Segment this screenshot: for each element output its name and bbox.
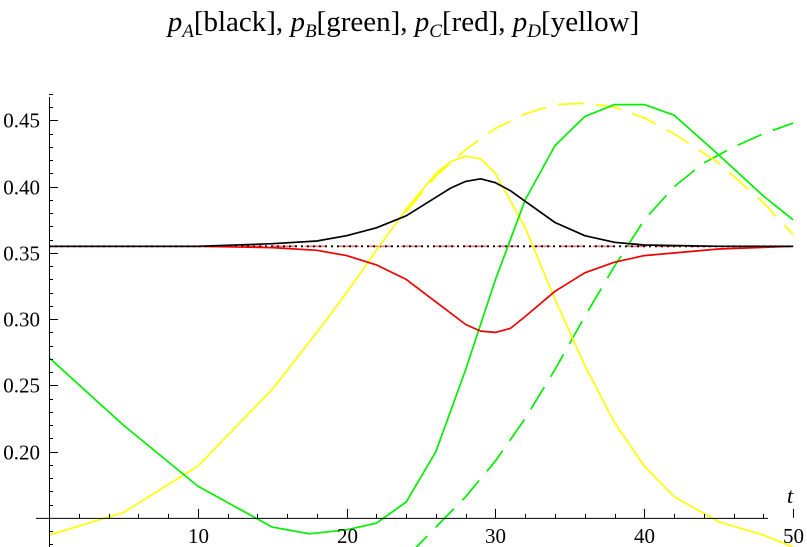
series-pB-dashed <box>415 122 794 547</box>
y-tick-label: 0.30 <box>3 308 40 332</box>
axes-layer: 0.20 0.25 0.30 0.35 0.40 0.45 10 20 30 40 50 t <box>3 94 804 547</box>
series-pB <box>48 103 794 535</box>
series-pC <box>49 245 794 334</box>
series-pA <box>49 177 794 248</box>
title-part-a: pA[black], <box>167 6 291 42</box>
title-part-b: pB[green], <box>290 6 415 42</box>
x-tick-label: 10 <box>188 524 209 547</box>
x-tick-label: 40 <box>634 524 655 547</box>
y-tick-label: 0.20 <box>3 441 40 465</box>
x-tick-label: 20 <box>337 524 358 547</box>
y-tick-label: 0.25 <box>3 374 40 398</box>
chart-title: pA[black], pB[green], pC[red], pD[yellow… <box>0 6 807 42</box>
x-tick-label: 50 <box>783 524 804 547</box>
y-tick-label: 0.45 <box>3 109 40 133</box>
title-part-c: pC[red], <box>414 6 513 42</box>
x-tick-label: 30 <box>485 524 506 547</box>
series-pD <box>48 155 794 547</box>
y-tick-label: 0.40 <box>3 176 40 200</box>
series-pD-dashed <box>405 102 794 235</box>
series-layer <box>48 102 794 547</box>
y-tick-label: 0.35 <box>3 242 40 266</box>
x-axis-label: t <box>787 483 794 508</box>
title-part-d: pD[yellow] <box>512 6 640 42</box>
